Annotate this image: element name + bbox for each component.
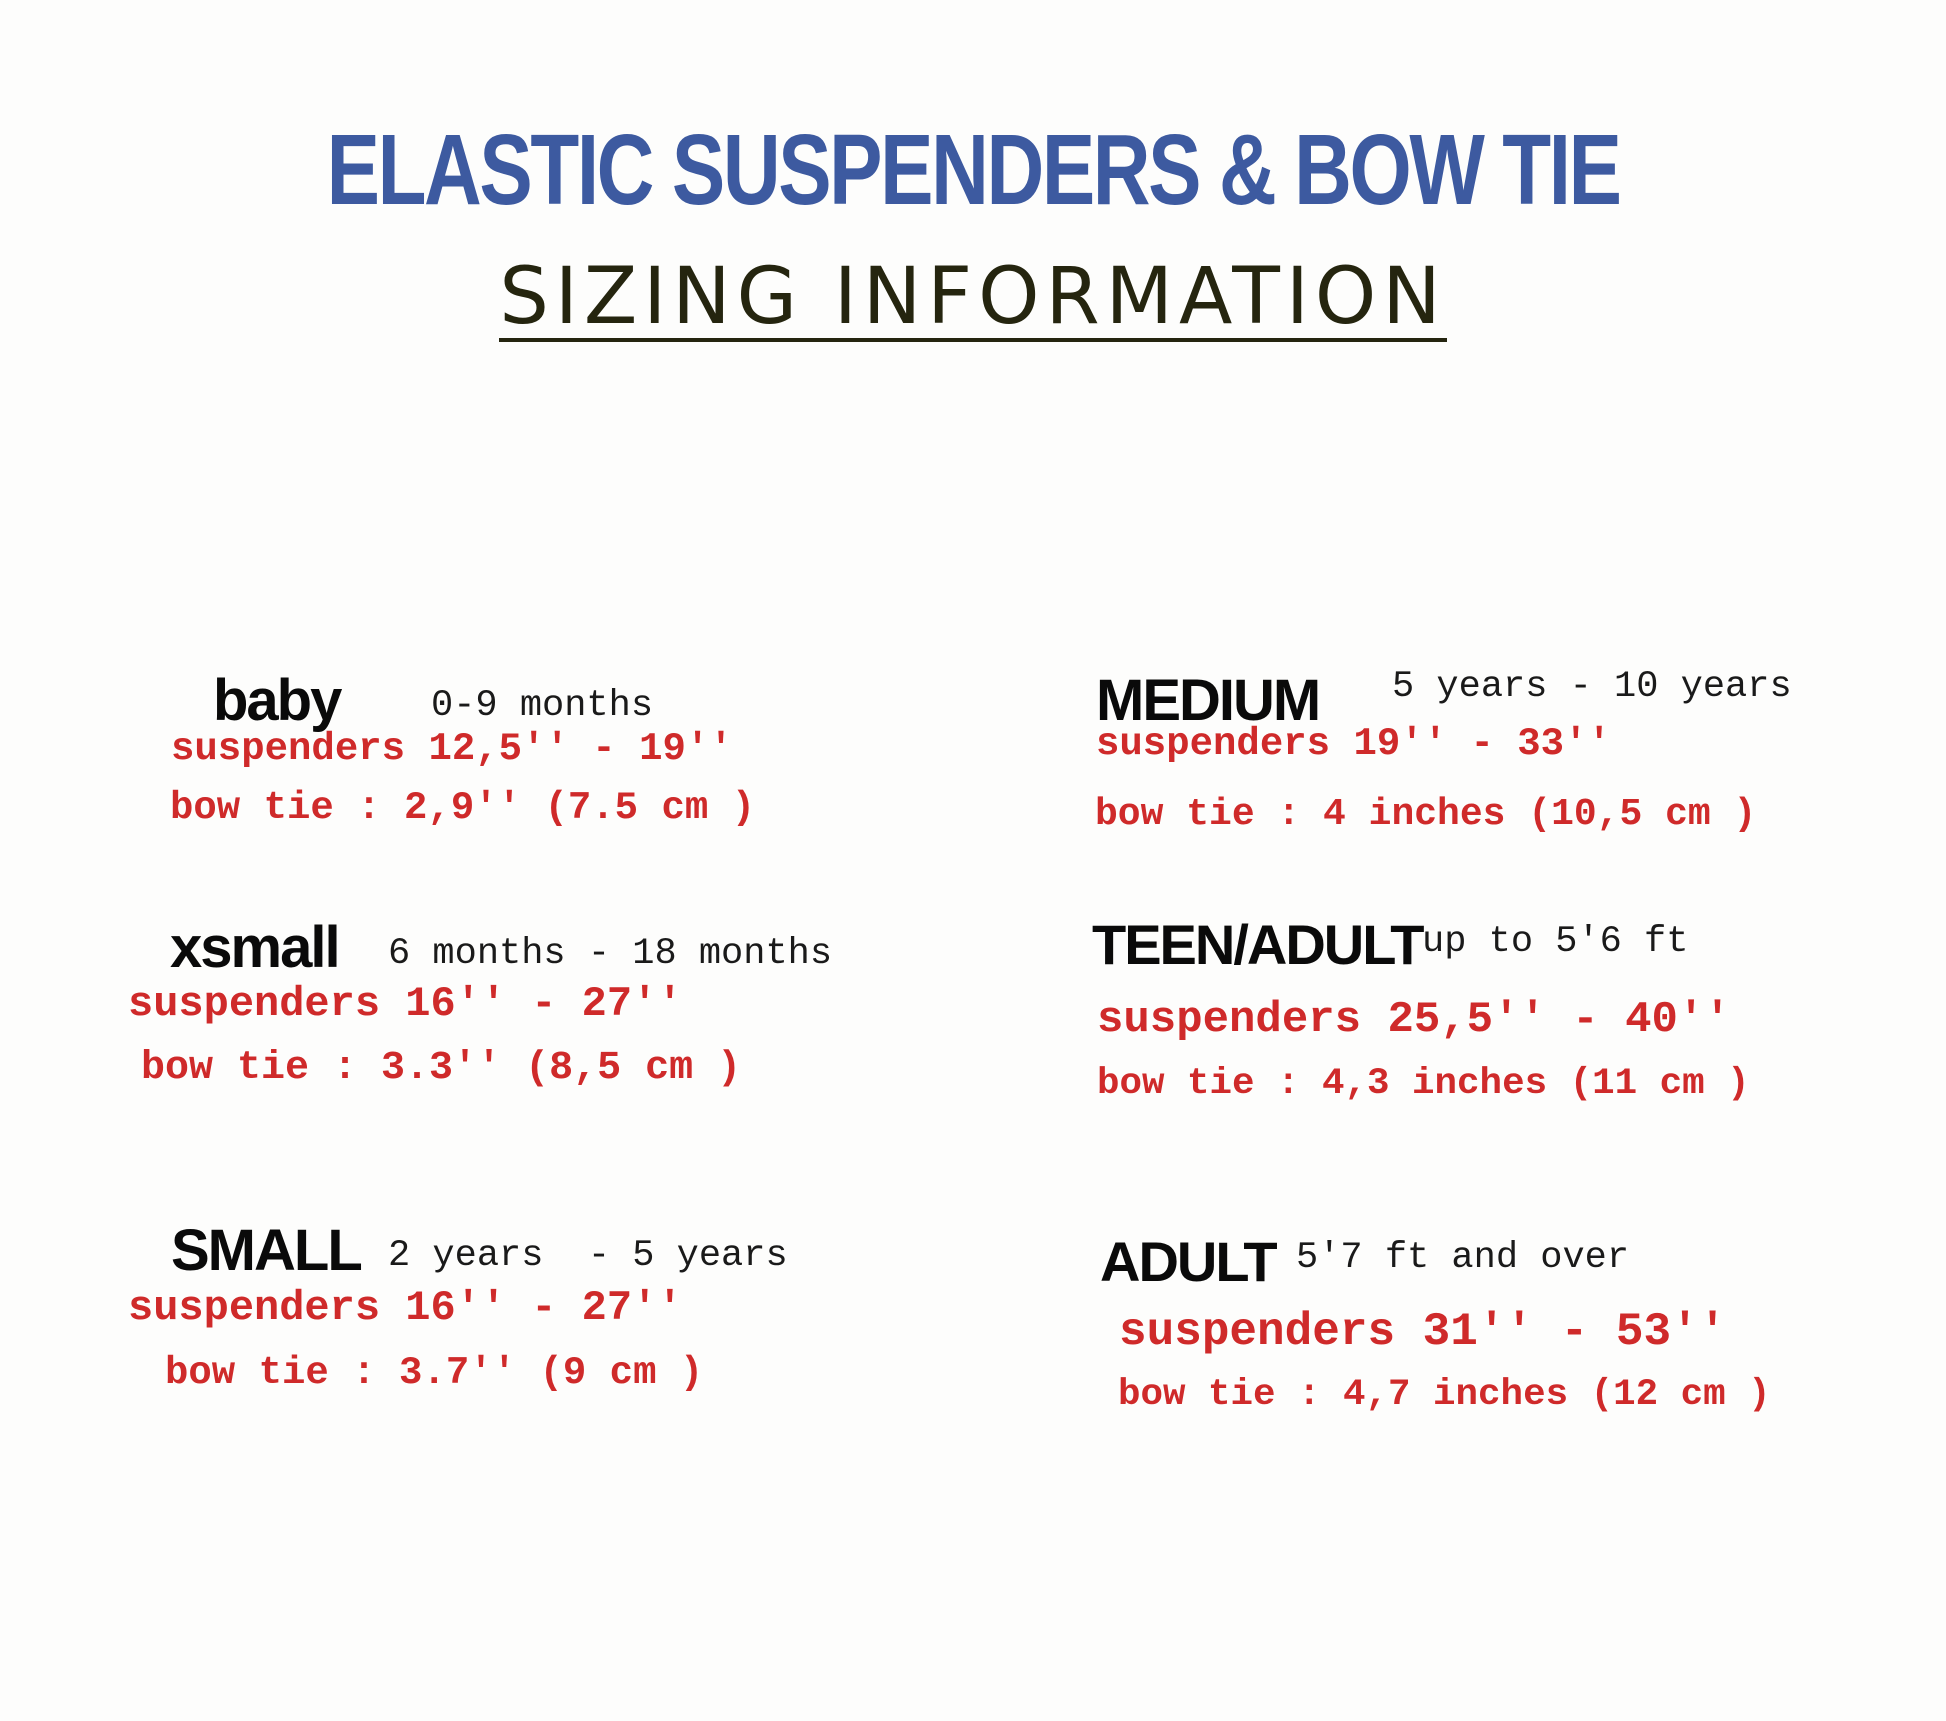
size-age-range: 2 years - 5 years bbox=[388, 1235, 788, 1277]
suspenders-size: suspenders 25,5'' - 40'' bbox=[1097, 995, 1731, 1045]
bow-tie-size: bow tie : 4,7 inches (12 cm ) bbox=[1118, 1374, 1771, 1416]
page-subtitle: SIZING INFORMATION bbox=[0, 258, 1946, 342]
suspenders-size: suspenders 16'' - 27'' bbox=[128, 980, 683, 1028]
size-name: xsmall bbox=[170, 915, 341, 980]
bow-tie-size: bow tie : 3.7'' (9 cm ) bbox=[165, 1351, 704, 1395]
size-age-range: 6 months - 18 months bbox=[388, 933, 833, 975]
suspenders-size: suspenders 12,5'' - 19'' bbox=[171, 727, 733, 771]
page-title-text: ELASTIC SUSPENDERS & BOW TIE bbox=[326, 114, 1622, 226]
page-subtitle-text: SIZING INFORMATION bbox=[499, 252, 1447, 342]
page-title: ELASTIC SUSPENDERS & BOW TIE bbox=[0, 120, 1946, 220]
bow-tie-size: bow tie : 3.3'' (8,5 cm ) bbox=[141, 1046, 742, 1091]
suspenders-size: suspenders 19'' - 33'' bbox=[1096, 722, 1611, 766]
bow-tie-size: bow tie : 4 inches (10,5 cm ) bbox=[1095, 793, 1757, 836]
bow-tie-size: bow tie : 4,3 inches (11 cm ) bbox=[1097, 1063, 1750, 1105]
bow-tie-size: bow tie : 2,9'' (7.5 cm ) bbox=[170, 786, 756, 830]
suspenders-size: suspenders 16'' - 27'' bbox=[128, 1284, 683, 1332]
size-name: TEEN/ADULT bbox=[1092, 913, 1424, 976]
size-age-range: 5 years - 10 years bbox=[1392, 666, 1792, 708]
size-name: SMALL bbox=[171, 1218, 363, 1283]
size-age-range: up to 5'6 ft bbox=[1422, 921, 1689, 963]
suspenders-size: suspenders 31'' - 53'' bbox=[1119, 1306, 1727, 1358]
size-name: ADULT bbox=[1100, 1230, 1278, 1293]
size-name: MEDIUM bbox=[1096, 668, 1321, 733]
size-age-range: 5'7 ft and over bbox=[1296, 1237, 1630, 1279]
size-age-range: 0-9 months bbox=[431, 685, 654, 727]
size-name: baby bbox=[213, 668, 342, 733]
